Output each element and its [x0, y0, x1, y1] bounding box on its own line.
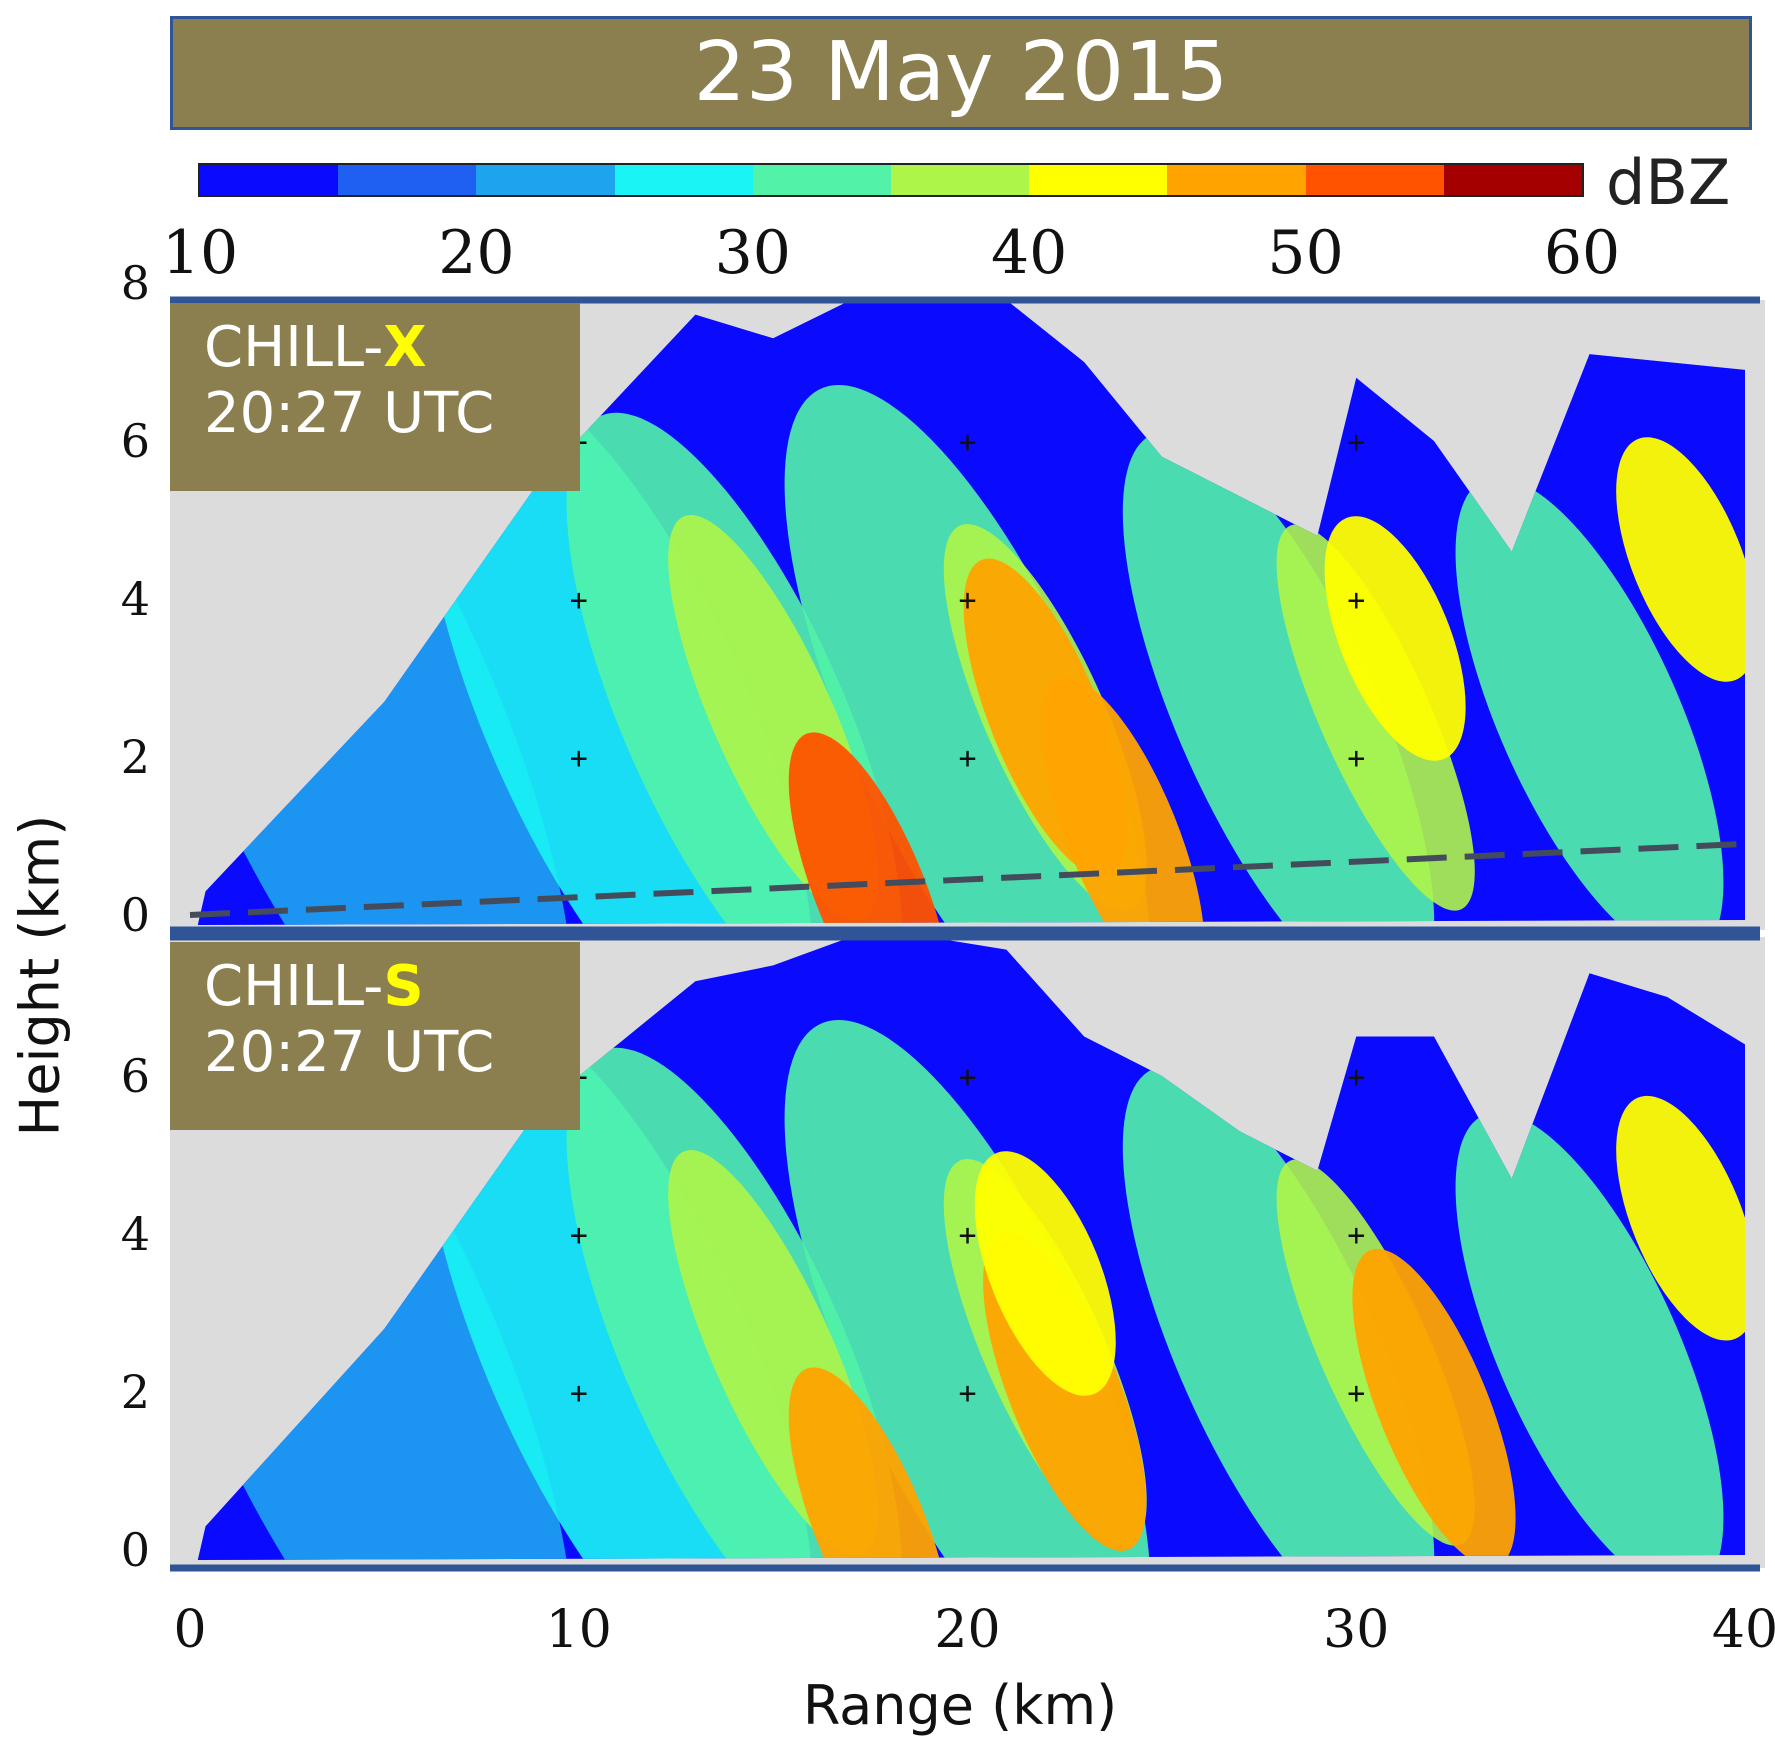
grid-marker: + — [570, 1218, 588, 1253]
y-tick-label: 2 — [120, 1365, 150, 1419]
colorbar-segment — [200, 165, 339, 195]
colorbar-tick-label: 20 — [438, 218, 515, 288]
colorbar-tick-label: 30 — [714, 218, 791, 288]
y-tick-label: 4 — [120, 572, 150, 626]
colorbar-tick-label: 40 — [991, 218, 1068, 288]
colorbar-segment — [338, 165, 477, 195]
grid-marker: + — [1347, 583, 1365, 618]
grid-marker: + — [958, 425, 976, 460]
colorbar-tick-label: 10 — [161, 218, 239, 288]
grid-marker: + — [1347, 1376, 1365, 1411]
y-tick-label: 4 — [120, 1207, 150, 1261]
colorbar-segment — [1443, 165, 1583, 195]
reflectivity-core — [788, 732, 952, 925]
grid-marker: + — [958, 1060, 976, 1095]
x-tick-label: 20 — [934, 1600, 1001, 1660]
y-tick-label: 2 — [120, 730, 150, 784]
grid-marker: + — [570, 1376, 588, 1411]
reflectivity-core — [1616, 437, 1745, 682]
colorbar-segment — [891, 165, 1030, 195]
grid-marker: + — [1347, 425, 1365, 460]
colorbar-segment — [1029, 165, 1168, 195]
colorbar-segment — [1305, 165, 1444, 195]
grid-marker: + — [1347, 741, 1365, 776]
grid-marker: + — [958, 583, 976, 618]
panel-tag-s: CHILL-S 20:27 UTC — [170, 942, 580, 1130]
colorbar-segment — [476, 165, 615, 195]
grid-marker: + — [1347, 1218, 1365, 1253]
dashed-reference-line — [189, 840, 1746, 918]
radar-band-s: S — [383, 954, 424, 1019]
y-tick-label: 8 — [120, 256, 150, 310]
reflectivity-core — [1352, 1248, 1516, 1560]
grid-marker: + — [958, 1218, 976, 1253]
reflectivity-band — [784, 1020, 1151, 1560]
reflectivity-core — [974, 1151, 1116, 1396]
x-tick-label: 0 — [173, 1600, 207, 1660]
grid-marker: + — [570, 741, 588, 776]
x-tick-label: 30 — [1323, 1600, 1390, 1660]
y-tick-label: 6 — [120, 1049, 150, 1103]
date-banner: 23 May 2015 — [170, 16, 1752, 130]
colorbar-segment — [1167, 165, 1306, 195]
scan-time: 20:27 UTC — [204, 381, 495, 446]
colorbar — [198, 163, 1584, 197]
y-tick-label: 0 — [120, 888, 150, 942]
x-tick-label: 10 — [545, 1600, 612, 1660]
grid-marker: + — [958, 1376, 976, 1411]
colorbar-segment — [614, 165, 753, 195]
radar-band-x: X — [383, 315, 427, 380]
colorbar-tick-label: 60 — [1543, 218, 1621, 288]
reflectivity-core — [788, 1367, 952, 1560]
y-tick-label: 0 — [120, 1523, 150, 1577]
colorbar-segment — [752, 165, 892, 195]
scan-time: 20:27 UTC — [204, 1020, 495, 1085]
reflectivity-band — [1122, 1066, 1435, 1560]
y-axis-label: Height (km) — [8, 814, 72, 1137]
x-axis-label: Range (km) — [802, 1674, 1118, 1737]
radar-name-prefix: CHILL- — [204, 315, 384, 380]
reflectivity-band — [1276, 524, 1475, 911]
colorbar-unit: dBZ — [1606, 146, 1731, 219]
panel-tag-x: CHILL-X 20:27 UTC — [170, 303, 580, 491]
reflectivity-core — [1041, 677, 1205, 925]
x-tick-label: 40 — [1711, 1600, 1775, 1660]
reflectivity-core — [1324, 516, 1466, 761]
reflectivity-band — [1455, 1112, 1724, 1560]
reflectivity-band — [784, 385, 1151, 925]
radar-name-prefix: CHILL- — [204, 954, 384, 1019]
grid-marker: + — [570, 583, 588, 618]
grid-marker: + — [1347, 1060, 1365, 1095]
grid-marker: + — [958, 741, 976, 776]
y-tick-label: 6 — [120, 414, 150, 468]
colorbar-tick-label: 50 — [1267, 218, 1344, 288]
reflectivity-core — [1616, 1095, 1745, 1341]
reflectivity-band — [1455, 477, 1724, 925]
